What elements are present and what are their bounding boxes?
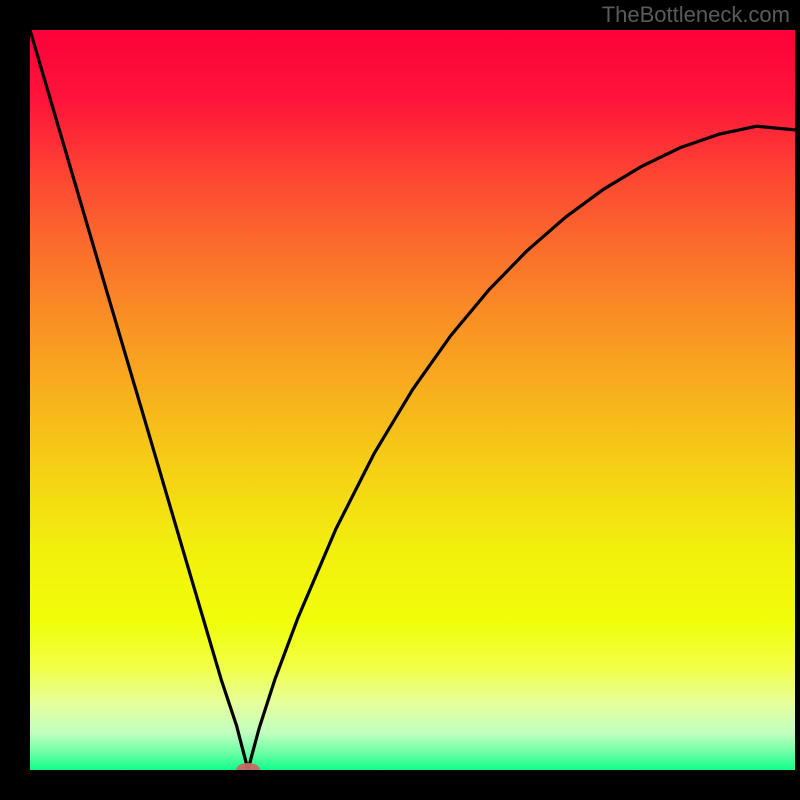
chart-container: TheBottleneck.com bbox=[0, 0, 800, 800]
watermark-text: TheBottleneck.com bbox=[602, 2, 790, 28]
bottleneck-chart bbox=[0, 0, 800, 800]
gradient-background bbox=[30, 30, 795, 770]
plot-area bbox=[30, 30, 795, 777]
